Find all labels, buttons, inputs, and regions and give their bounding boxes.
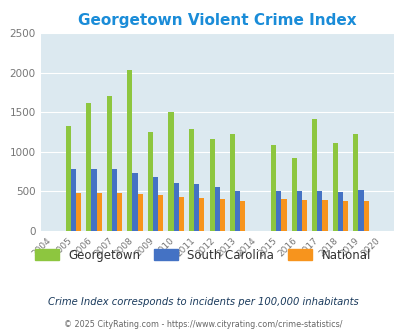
Bar: [322, 200, 327, 231]
Bar: [219, 199, 224, 231]
Bar: [281, 199, 286, 231]
Bar: [291, 158, 296, 231]
Bar: [240, 201, 245, 231]
Bar: [158, 195, 163, 231]
Bar: [96, 193, 101, 231]
Bar: [178, 197, 183, 231]
Bar: [76, 193, 81, 231]
Legend: Georgetown, South Carolina, National: Georgetown, South Carolina, National: [30, 244, 375, 266]
Text: © 2025 CityRating.com - https://www.cityrating.com/crime-statistics/: © 2025 CityRating.com - https://www.city…: [64, 319, 341, 329]
Bar: [91, 169, 96, 231]
Bar: [168, 112, 173, 231]
Bar: [296, 191, 301, 231]
Bar: [137, 194, 143, 231]
Bar: [271, 146, 275, 231]
Bar: [311, 118, 317, 231]
Bar: [317, 191, 322, 231]
Bar: [194, 184, 199, 231]
Bar: [337, 192, 342, 231]
Bar: [214, 187, 219, 231]
Bar: [275, 191, 281, 231]
Bar: [112, 169, 117, 231]
Bar: [332, 143, 337, 231]
Bar: [188, 129, 194, 231]
Bar: [362, 201, 368, 231]
Bar: [147, 132, 153, 231]
Bar: [153, 177, 158, 231]
Bar: [301, 200, 306, 231]
Bar: [199, 198, 204, 231]
Bar: [230, 134, 234, 231]
Bar: [234, 191, 240, 231]
Bar: [342, 201, 347, 231]
Text: Crime Index corresponds to incidents per 100,000 inhabitants: Crime Index corresponds to incidents per…: [47, 297, 358, 307]
Bar: [352, 134, 358, 231]
Bar: [127, 70, 132, 231]
Title: Georgetown Violent Crime Index: Georgetown Violent Crime Index: [78, 13, 356, 28]
Bar: [173, 183, 178, 231]
Bar: [358, 190, 362, 231]
Bar: [117, 193, 122, 231]
Bar: [107, 96, 112, 231]
Bar: [209, 139, 214, 231]
Bar: [132, 173, 137, 231]
Bar: [66, 126, 71, 231]
Bar: [71, 169, 76, 231]
Bar: [86, 104, 91, 231]
